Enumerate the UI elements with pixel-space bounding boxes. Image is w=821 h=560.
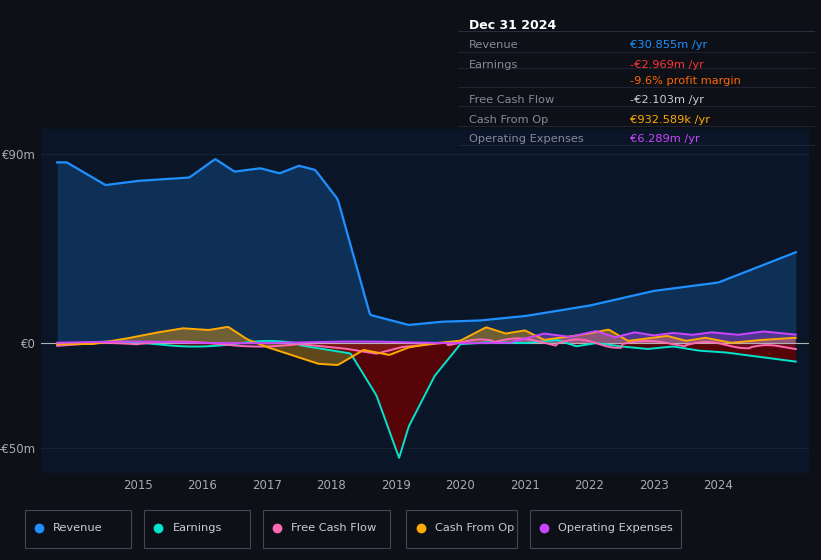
Text: Earnings: Earnings <box>172 523 222 533</box>
Text: -9.6% profit margin: -9.6% profit margin <box>630 76 741 86</box>
Text: Dec 31 2024: Dec 31 2024 <box>469 19 556 32</box>
Text: €30.855m /yr: €30.855m /yr <box>630 40 707 49</box>
Text: Operating Expenses: Operating Expenses <box>558 523 673 533</box>
Text: Earnings: Earnings <box>469 60 518 70</box>
Text: -€2.103m /yr: -€2.103m /yr <box>630 95 704 105</box>
Text: Revenue: Revenue <box>53 523 103 533</box>
Text: €932.589k /yr: €932.589k /yr <box>630 115 709 124</box>
Text: -€2.969m /yr: -€2.969m /yr <box>630 60 704 70</box>
Text: €6.289m /yr: €6.289m /yr <box>630 134 699 144</box>
Text: Cash From Op: Cash From Op <box>469 115 548 124</box>
Text: Operating Expenses: Operating Expenses <box>469 134 584 144</box>
Text: Free Cash Flow: Free Cash Flow <box>469 95 554 105</box>
Text: Revenue: Revenue <box>469 40 518 49</box>
Text: Cash From Op: Cash From Op <box>435 523 515 533</box>
Text: Free Cash Flow: Free Cash Flow <box>291 523 377 533</box>
